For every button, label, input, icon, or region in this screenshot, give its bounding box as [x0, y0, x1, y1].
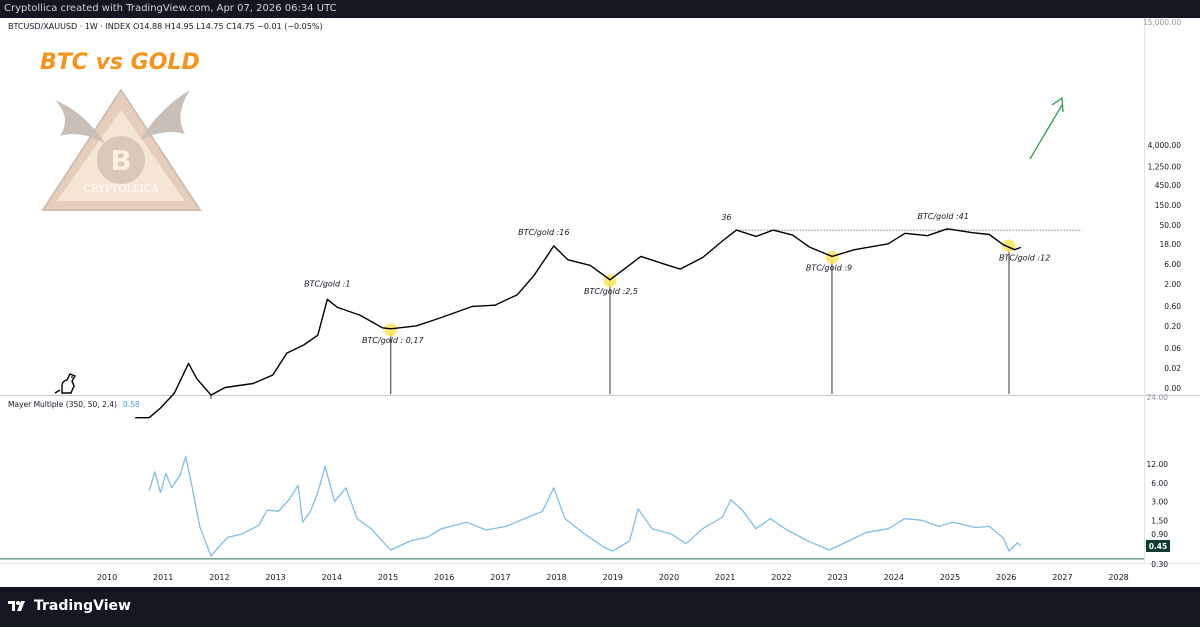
- cycle-low-lines: [210, 248, 1010, 400]
- indicator-axis-tick: 1.50: [1151, 516, 1168, 525]
- price-axis-tick: 150.00: [1155, 201, 1181, 210]
- watermark-brand: CRYPTOLLICA: [83, 184, 159, 195]
- time-axis-tick: 2025: [940, 573, 960, 582]
- price-axis-tick: 0.00: [1164, 384, 1181, 393]
- indicator-axis-tick: 0.30: [1151, 560, 1168, 569]
- indicator-title: Mayer Multiple (350, 50, 2.4) 0.58: [8, 400, 140, 409]
- price-axis-tick: 0.20: [1164, 322, 1181, 331]
- tradingview-logo[interactable]: TradingView: [8, 598, 131, 614]
- indicator-value: 0.58: [123, 400, 140, 409]
- ratio-annotation: BTC/gold :12: [999, 254, 1050, 263]
- up-arrow: [1029, 96, 1064, 160]
- chart-title: BTC vs GOLD: [40, 50, 200, 75]
- ratio-annotation: BTC/gold :41: [918, 212, 969, 221]
- time-axis-tick: 2011: [153, 573, 173, 582]
- time-axis-tick: 2013: [265, 573, 285, 582]
- ratio-annotation: BTC/gold :16: [518, 228, 569, 237]
- time-axis-tick: 2019: [603, 573, 623, 582]
- indicator-axis-tick: 12.00: [1147, 460, 1169, 469]
- time-axis-tick: 2012: [209, 573, 229, 582]
- series-line-mayer-multiple: [148, 455, 1022, 557]
- price-axis-tick: 50.00: [1160, 221, 1182, 230]
- time-axis-tick: 2023: [827, 573, 847, 582]
- ratio-annotation: BTC/gold : 0,17: [362, 336, 424, 345]
- cryptollica-watermark: B CRYPTOLLICA: [41, 88, 202, 211]
- mayer-level-label: 0.45: [1149, 542, 1168, 551]
- time-axis-tick: 2028: [1108, 573, 1128, 582]
- price-axis-tick: 0.60: [1164, 302, 1181, 311]
- price-axis-tick: 0.06: [1164, 344, 1181, 353]
- price-axis-tick: 15,000.00: [1143, 18, 1181, 27]
- chart-frame: [0, 18, 1200, 587]
- price-axis-tick: 6.00: [1164, 260, 1181, 269]
- watermark-triangle: [41, 88, 202, 211]
- price-axis-tick: 0.02: [1164, 364, 1181, 373]
- price-axis-tick: 2.00: [1164, 280, 1181, 289]
- ratio-annotation: BTC/gold :2,5: [584, 287, 638, 296]
- indicator-axis-tick: 24.00: [1147, 393, 1169, 402]
- symbol-line: BTCUSD/XAUUSD · 1W · INDEX O14.88 H14.95…: [8, 22, 323, 31]
- export-header-text: Cryptollica created with TradingView.com…: [4, 3, 337, 14]
- dino-icon: [54, 373, 77, 394]
- indicator-name: Mayer Multiple (350, 50, 2.4): [8, 400, 117, 409]
- ratio-annotation: BTC/gold :1: [304, 279, 350, 288]
- time-axis-tick: 2026: [996, 573, 1016, 582]
- time-axis-tick: 2010: [97, 573, 117, 582]
- highlight-dot: [384, 323, 398, 337]
- indicator-axis-tick: 6.00: [1151, 479, 1168, 488]
- watermark-letter: B: [110, 144, 131, 177]
- time-axis[interactable]: 2010 2011 2012 2013 2014 2015 2016 2017 2018 2019…: [97, 573, 1129, 582]
- mayer-level-badge: 0.45: [1146, 540, 1170, 552]
- price-axis[interactable]: 15,000.00 4,000.00 1,250.00 450.00 150.00 50.…: [1143, 18, 1181, 393]
- tradingview-icon: [8, 601, 25, 611]
- time-axis-tick: 2020: [659, 573, 679, 582]
- price-axis-tick: 450.00: [1155, 181, 1181, 190]
- ratio-annotations: BTC/gold :1 BTC/gold : 0,17 BTC/gold :16 BT…: [304, 212, 1050, 345]
- time-axis-tick: 2018: [546, 573, 566, 582]
- price-axis-tick: 4,000.00: [1148, 141, 1182, 150]
- highlight-dot: [825, 250, 839, 264]
- ratio-annotation: 36: [721, 213, 731, 222]
- ratio-annotation: BTC/gold :9: [806, 263, 852, 272]
- series-line-btc-gold-ratio: [135, 228, 1022, 419]
- time-axis-tick: 2024: [884, 573, 904, 582]
- time-axis-tick: 2016: [434, 573, 454, 582]
- time-axis-tick: 2027: [1052, 573, 1072, 582]
- time-axis-tick: 2017: [490, 573, 510, 582]
- indicator-axis-tick: 3.00: [1151, 498, 1168, 507]
- time-axis-tick: 2022: [771, 573, 791, 582]
- chart-canvas[interactable]: B CRYPTOLLICA BTCUSD/XAUUSD · 1W · INDEX…: [0, 18, 1200, 587]
- highlight-markers: [384, 239, 1016, 337]
- export-header: Cryptollica created with TradingView.com…: [0, 0, 1200, 18]
- dragon-wings-icon: [55, 90, 190, 143]
- time-axis-tick: 2014: [322, 573, 342, 582]
- price-axis-tick: 1,250.00: [1148, 162, 1182, 171]
- time-axis-tick: 2021: [715, 573, 735, 582]
- indicator-axis-tick: 0.90: [1151, 530, 1168, 539]
- time-axis-tick: 2015: [378, 573, 398, 582]
- tradingview-wordmark: TradingView: [34, 598, 131, 614]
- price-axis-tick: 18.00: [1160, 240, 1182, 249]
- footer-bar: [0, 587, 1200, 627]
